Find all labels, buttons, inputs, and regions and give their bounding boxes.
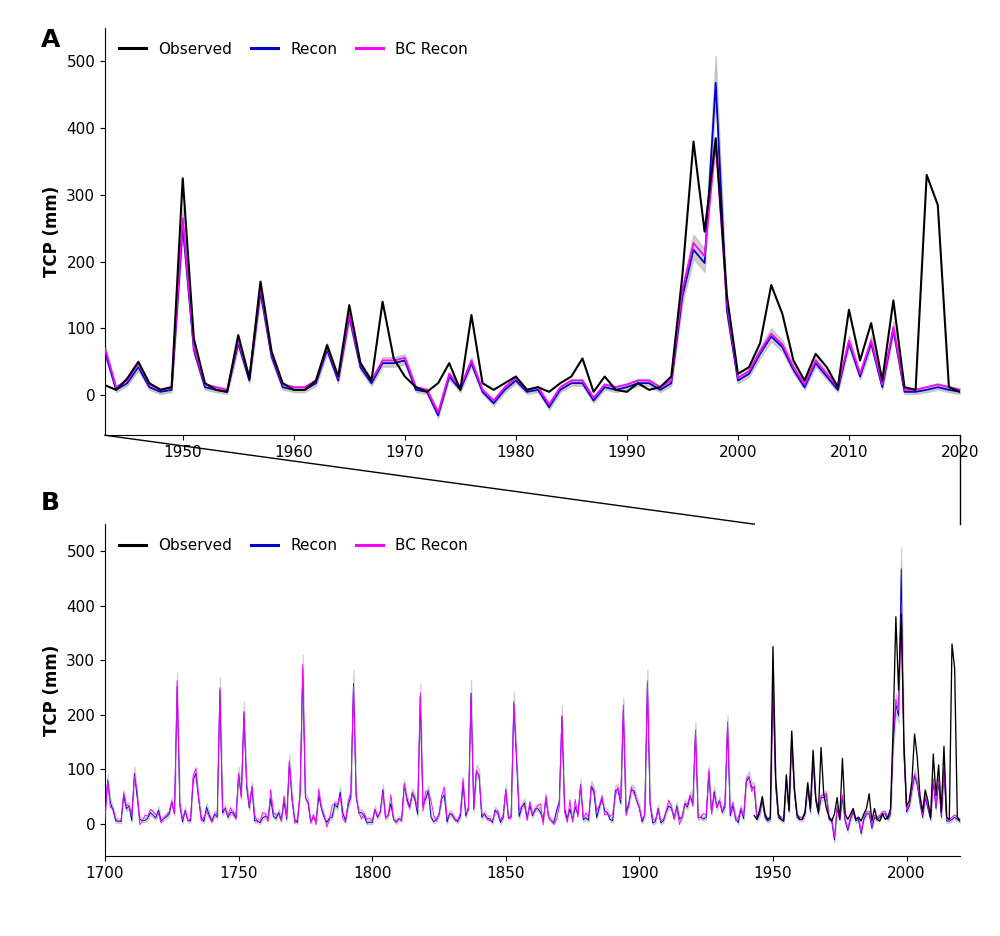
Legend: Observed, Recon, BC Recon: Observed, Recon, BC Recon	[113, 532, 474, 559]
Y-axis label: TCP (mm): TCP (mm)	[43, 645, 61, 736]
Y-axis label: TCP (mm): TCP (mm)	[43, 186, 61, 277]
Legend: Observed, Recon, BC Recon: Observed, Recon, BC Recon	[113, 36, 474, 63]
Text: A: A	[41, 28, 60, 52]
Text: B: B	[41, 490, 60, 515]
